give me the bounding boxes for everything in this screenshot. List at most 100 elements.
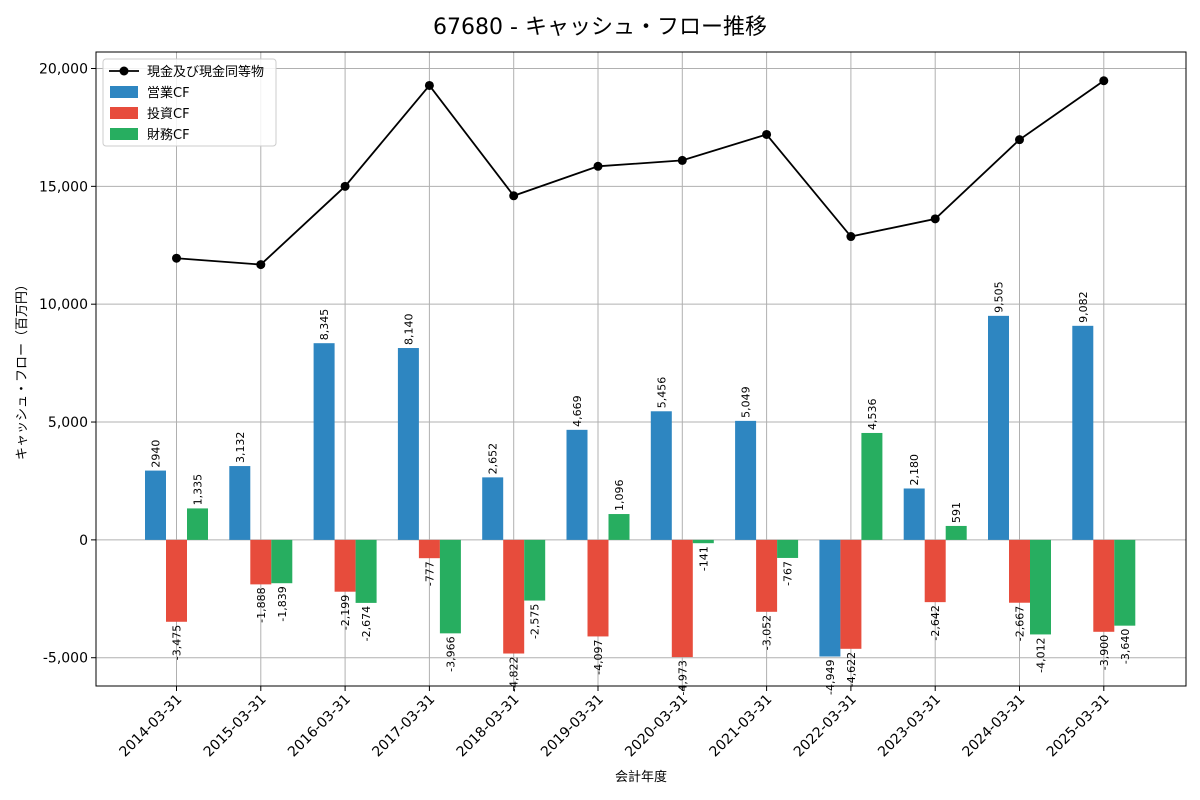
bar-財務CF — [187, 508, 208, 540]
y-axis-label: キャッシュ・フロー（百万円） — [15, 278, 30, 460]
bar-value-label: 2940 — [150, 440, 163, 468]
bar-投資CF — [418, 539, 440, 559]
bar-営業CF — [397, 348, 419, 540]
y-tick-label: 15,000 — [39, 179, 88, 195]
bar-営業CF — [819, 539, 841, 657]
cash-balance-point — [677, 155, 687, 165]
bar-投資CF — [756, 539, 778, 612]
bar-財務CF — [439, 539, 461, 634]
bar-営業CF — [229, 466, 251, 540]
cash-balance-point — [593, 161, 603, 171]
y-tick-label: 20,000 — [39, 61, 88, 77]
bar-value-label: -1,888 — [255, 587, 268, 622]
bar-投資CF — [1009, 539, 1030, 603]
bar-営業CF — [650, 411, 672, 540]
legend-bar-swatch — [110, 86, 138, 98]
bar-財務CF — [945, 525, 967, 540]
bar-value-label: 9,082 — [1077, 291, 1090, 323]
chart-title: 67680 - キャッシュ・フロー推移 — [433, 15, 767, 40]
bar-財務CF — [355, 539, 377, 603]
bar-value-label: 8,140 — [402, 314, 415, 346]
legend-entry: 投資CF — [147, 106, 190, 122]
cash-balance-point — [1015, 135, 1024, 145]
x-axis-label: 会計年度 — [615, 769, 667, 785]
bar-財務CF — [1114, 539, 1136, 626]
cash-balance-point — [424, 80, 434, 90]
legend-box — [102, 58, 277, 147]
bar-営業CF — [566, 429, 588, 540]
cash-balance-point — [846, 232, 856, 242]
bar-投資CF — [1093, 539, 1115, 632]
bar-value-label: 2,180 — [908, 454, 921, 486]
cash-balance-point — [1099, 76, 1109, 86]
bar-投資CF — [924, 539, 946, 603]
bar-value-label: 3,132 — [234, 432, 247, 464]
bar-value-label: -4,949 — [824, 660, 837, 695]
bar-財務CF — [524, 539, 546, 601]
bar-value-label: -1,839 — [276, 586, 289, 621]
bar-value-label: 1,096 — [613, 480, 626, 512]
bar-投資CF — [840, 539, 862, 649]
bar-営業CF — [988, 315, 1009, 540]
line-layer — [172, 76, 1109, 270]
bar-value-label: -4,012 — [1035, 637, 1048, 672]
bar-value-label: -3,900 — [1098, 635, 1111, 670]
bar-投資CF — [503, 539, 525, 654]
bar-labels-layer: 2940 3,132 8,345 8,140 2,652 4,669 5,456 5,049 -… — [150, 281, 1132, 695]
y-tick-label: 5,000 — [48, 415, 88, 431]
bar-財務CF — [608, 514, 630, 540]
bar-投資CF — [334, 539, 356, 592]
bar-財務CF — [692, 539, 714, 544]
bar-value-label: -777 — [423, 561, 436, 586]
bar-value-label: -3,475 — [171, 625, 184, 660]
cash-balance-point — [762, 129, 772, 139]
bar-営業CF — [482, 477, 504, 540]
bar-value-label: -2,667 — [1014, 606, 1027, 641]
cash-balance-point — [930, 214, 940, 224]
bar-value-label: 591 — [950, 502, 963, 523]
plot-frame — [95, 51, 1187, 687]
legend-bar-swatch — [110, 107, 138, 119]
bar-営業CF — [735, 420, 757, 540]
y-tick-label: 0 — [79, 533, 88, 549]
bar-value-label: -3,966 — [444, 636, 457, 671]
cash-balance-point — [172, 253, 181, 263]
bar-value-label: 2,652 — [487, 443, 500, 475]
legend-bar-swatch — [110, 128, 138, 140]
bar-財務CF — [271, 539, 293, 584]
bar-営業CF — [145, 470, 166, 540]
bar-財務CF — [777, 539, 799, 558]
bar-value-label: -2,674 — [360, 606, 373, 641]
legend-entry: 営業CF — [147, 85, 190, 101]
bar-営業CF — [903, 488, 925, 540]
bar-value-label: 5,049 — [740, 386, 753, 418]
bar-value-label: -2,199 — [339, 595, 352, 630]
bar-営業CF — [313, 343, 335, 540]
bar-value-label: -3,052 — [761, 615, 774, 650]
bar-value-label: -141 — [697, 546, 710, 571]
bar-value-label: -767 — [782, 561, 795, 586]
bar-投資CF — [250, 539, 272, 585]
bar-value-label: 1,335 — [192, 474, 205, 506]
bar-value-label: 5,456 — [655, 377, 668, 409]
bar-value-label: -4,097 — [592, 639, 605, 674]
cash-balance-line — [176, 80, 1105, 266]
bar-value-label: 9,505 — [993, 281, 1006, 313]
legend-entry: 現金及び現金同等物 — [147, 64, 264, 80]
bar-value-label: -2,642 — [929, 605, 942, 640]
bar-value-label: -4,973 — [676, 660, 689, 695]
bar-財務CF — [1030, 539, 1051, 635]
cash-balance-point — [509, 191, 519, 201]
bar-営業CF — [1072, 325, 1094, 540]
y-tick-label: -5,000 — [43, 651, 88, 667]
bar-value-label: 8,345 — [318, 309, 331, 341]
bar-投資CF — [587, 539, 609, 637]
bar-value-label: -4,622 — [845, 652, 858, 687]
bar-value-label: 4,669 — [571, 395, 584, 427]
bar-投資CF — [166, 539, 187, 622]
legend-marker-swatch — [119, 66, 129, 76]
bar-value-label: -2,575 — [529, 604, 542, 639]
legend-entry: 財務CF — [147, 128, 190, 143]
